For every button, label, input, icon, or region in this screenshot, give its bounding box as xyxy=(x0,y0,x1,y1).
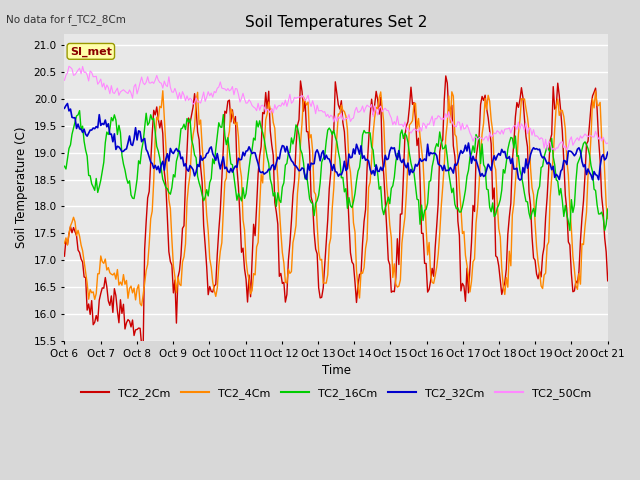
Legend: TC2_2Cm, TC2_4Cm, TC2_16Cm, TC2_32Cm, TC2_50Cm: TC2_2Cm, TC2_4Cm, TC2_16Cm, TC2_32Cm, TC… xyxy=(76,384,596,403)
Text: No data for f_TC2_8Cm: No data for f_TC2_8Cm xyxy=(6,14,126,25)
Title: Soil Temperatures Set 2: Soil Temperatures Set 2 xyxy=(245,15,428,30)
Y-axis label: Soil Temperature (C): Soil Temperature (C) xyxy=(15,127,28,248)
X-axis label: Time: Time xyxy=(321,364,351,377)
Text: SI_met: SI_met xyxy=(70,46,112,57)
